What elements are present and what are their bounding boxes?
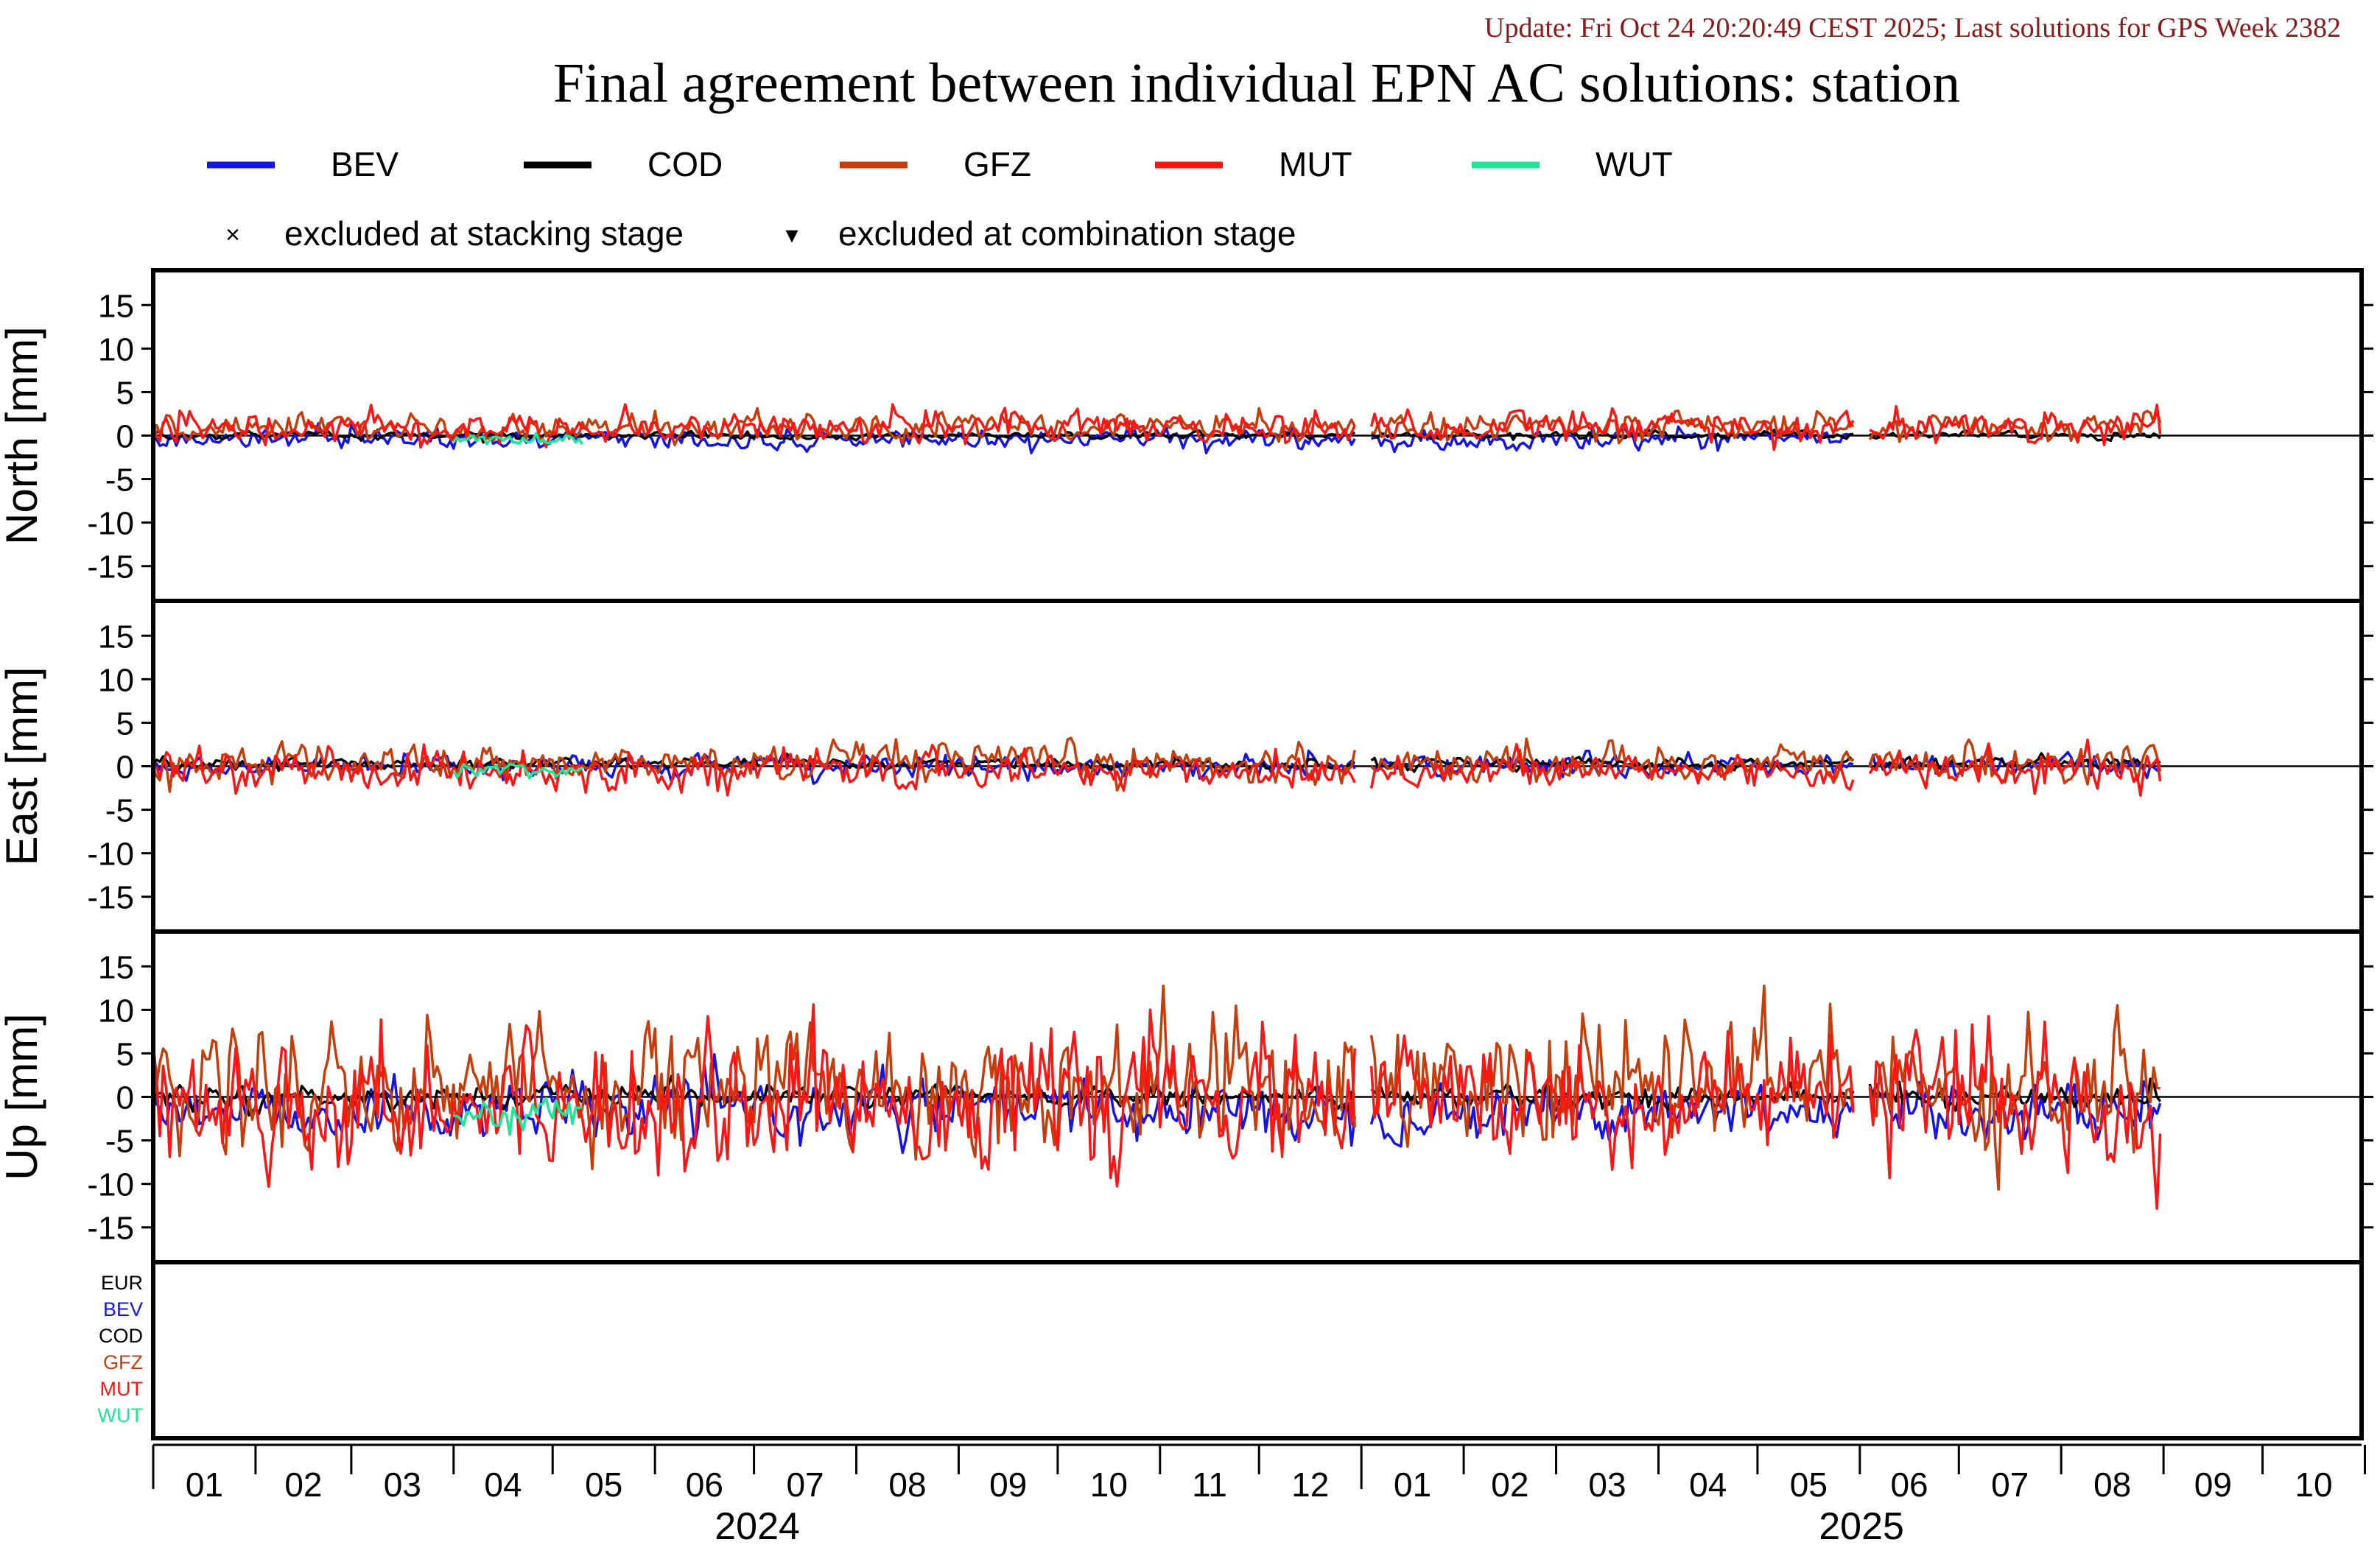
x-tick-label: 09	[2194, 1465, 2232, 1504]
y-tick-label: -10	[87, 837, 134, 873]
series-line-wut	[452, 762, 583, 780]
x-tick-label: 05	[1790, 1465, 1828, 1504]
series-group	[153, 736, 2162, 797]
series-line-wut	[453, 1097, 583, 1136]
y-tick-label: 15	[98, 949, 134, 985]
y-tick-label: -15	[87, 549, 134, 585]
exclusion-label-cod: COD	[99, 1325, 143, 1347]
x-tick-label: 11	[1192, 1465, 1227, 1504]
series-line-mut	[153, 738, 2162, 797]
series-line-mut	[153, 403, 2162, 451]
x-tick-label: 08	[2093, 1465, 2131, 1504]
x-year-label: 2024	[715, 1505, 800, 1545]
x-tick-label: 12	[1291, 1465, 1329, 1504]
y-tick-label: -15	[87, 880, 134, 916]
y-tick-label: 10	[98, 331, 134, 367]
legend-marker-symbol: ×	[225, 221, 240, 249]
y-axis-label: Up [mm]	[0, 1013, 46, 1180]
chart-title: Final agreement between individual EPN A…	[553, 52, 1960, 114]
panel-3: 15 10 5 0 -5 -10 -15 Up [mm]	[0, 929, 2373, 1264]
y-tick-label: -5	[105, 793, 134, 829]
legend-label-mut: MUT	[1279, 145, 1352, 183]
legend-label-cod: COD	[647, 145, 723, 183]
exclusion-label-bev: BEV	[103, 1298, 143, 1320]
y-tick-label: -5	[105, 1124, 134, 1160]
x-tick-label: 01	[1394, 1465, 1431, 1504]
y-tick-label: -5	[105, 462, 134, 499]
x-tick-label: 01	[186, 1465, 223, 1504]
legend-marker-label: excluded at combination stage	[838, 214, 1296, 253]
y-tick-label: 10	[98, 662, 134, 698]
y-tick-label: 15	[98, 619, 134, 655]
x-tick-label: 10	[2295, 1465, 2332, 1504]
legend-label-wut: WUT	[1596, 145, 1673, 183]
x-tick-label: 10	[1090, 1465, 1128, 1504]
exclusion-frame	[151, 1260, 2364, 1440]
x-tick-label: 04	[1689, 1465, 1727, 1504]
y-tick-label: 5	[116, 375, 134, 411]
y-tick-label: 10	[98, 993, 134, 1029]
x-year-label: 2025	[1819, 1505, 1904, 1545]
y-tick-label: -10	[87, 1167, 134, 1203]
panel-2: 15 10 5 0 -5 -10 -15 East [mm]	[0, 599, 2373, 934]
x-tick-label: 03	[384, 1465, 421, 1504]
legend-label-bev: BEV	[331, 145, 399, 183]
y-tick-label: 15	[98, 288, 134, 324]
series-group	[153, 984, 2162, 1210]
exclusion-label-gfz: GFZ	[103, 1351, 143, 1373]
exclusion-label-eur: EUR	[101, 1272, 143, 1294]
y-tick-label: -15	[87, 1211, 134, 1247]
y-tick-label: 0	[116, 1080, 134, 1116]
exclusion-label-mut: MUT	[100, 1378, 143, 1400]
x-tick-label: 06	[686, 1465, 723, 1504]
legend-label-gfz: GFZ	[963, 145, 1031, 183]
y-tick-label: 0	[116, 419, 134, 455]
x-tick-label: 07	[1991, 1465, 2029, 1504]
x-tick-label: 09	[989, 1465, 1027, 1504]
exclusion-label-wut: WUT	[98, 1404, 143, 1426]
y-tick-label: 5	[116, 1036, 134, 1072]
y-tick-label: 5	[116, 705, 134, 742]
x-axis: 01 02 03 04 05 06 07 08 09 10 11 12 01 02 03 04 05 06 07 08…	[152, 1443, 2366, 1545]
series-line-mut	[153, 1003, 2162, 1210]
x-tick-label: 04	[484, 1465, 522, 1504]
y-tick-label: -10	[87, 506, 134, 542]
exclusion-panel: EUR BEV COD GFZ MUT WUT	[98, 1260, 2364, 1440]
x-tick-label: 02	[1491, 1465, 1528, 1504]
x-tick-label: 06	[1890, 1465, 1928, 1504]
x-tick-label: 07	[786, 1465, 824, 1504]
panels: 15 10 5 0 -5 -10 -15 North [mm] 15 10 5 0 -5 -10 -15 Ea…	[0, 268, 2373, 1440]
series-group	[153, 403, 2162, 454]
legend-marker-symbol: ▾	[785, 221, 798, 249]
x-tick-label: 08	[888, 1465, 926, 1504]
legend: BEV COD GFZ MUT WUT × excluded at stacking sta…	[207, 145, 1673, 253]
x-tick-label: 03	[1588, 1465, 1626, 1504]
y-tick-label: 0	[116, 750, 134, 786]
x-tick-label: 05	[585, 1465, 622, 1504]
panel-1: 15 10 5 0 -5 -10 -15 North [mm]	[0, 268, 2373, 603]
legend-marker-label: excluded at stacking stage	[284, 214, 684, 253]
update-text: Update: Fri Oct 24 20:20:49 CEST 2025; L…	[1484, 13, 2341, 43]
series-line-wut	[452, 432, 584, 446]
x-tick-label: 02	[284, 1465, 322, 1504]
y-axis-label: North [mm]	[0, 326, 46, 545]
y-axis-label: East [mm]	[0, 666, 46, 865]
